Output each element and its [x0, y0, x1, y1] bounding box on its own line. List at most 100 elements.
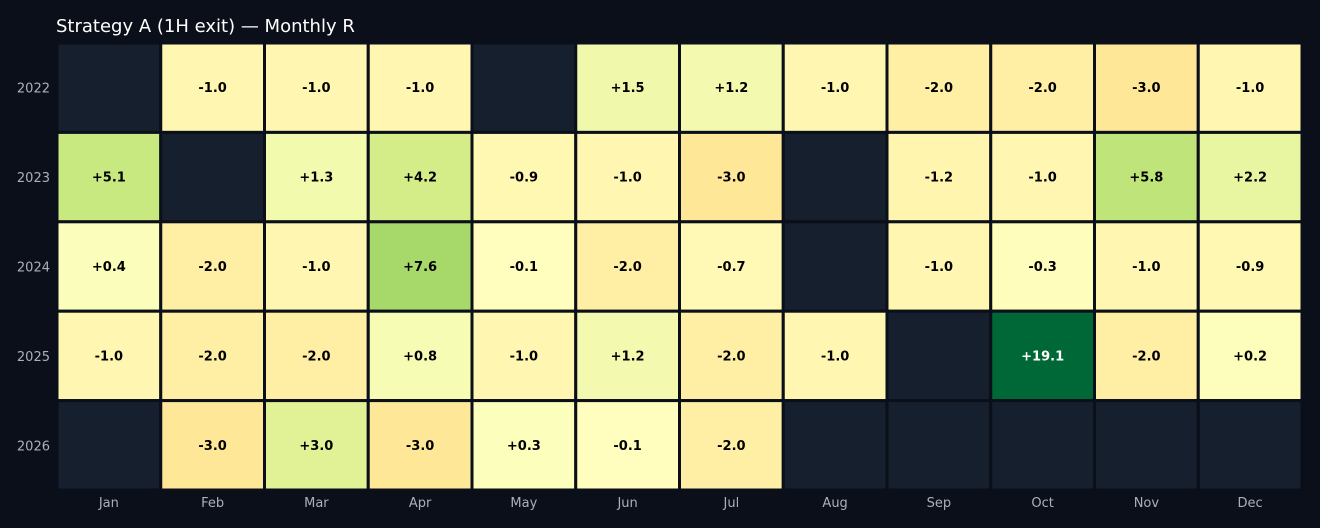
cell-value-label: +2.2 — [1233, 171, 1267, 186]
cell-value-label: +1.2 — [611, 349, 645, 364]
y-tick-label: 2023 — [17, 171, 50, 186]
heatmap-cell — [263, 220, 370, 313]
cell-value-label: -0.9 — [1236, 260, 1264, 275]
heatmap-cell-empty — [1196, 399, 1304, 492]
heatmap-cell — [159, 220, 266, 313]
cell-value-label: -2.0 — [198, 260, 226, 275]
cell-value-label: -1.0 — [821, 349, 849, 364]
cell-value-label: +19.1 — [1021, 349, 1064, 364]
cell-value-label: -2.0 — [1028, 81, 1056, 96]
x-tick-label: Feb — [201, 496, 224, 511]
cell-value-label: +5.1 — [92, 171, 126, 186]
x-tick-label: Dec — [1238, 496, 1263, 511]
x-tick-label: Apr — [409, 496, 432, 511]
heatmap-cell — [470, 309, 578, 403]
heatmap-cell — [781, 41, 889, 134]
cell-value-label: +3.0 — [299, 439, 333, 454]
heatmap-cell — [366, 399, 474, 492]
cell-value-label: -3.0 — [1132, 81, 1160, 96]
heatmap-cell-empty — [55, 399, 163, 492]
cell-value-label: +0.4 — [92, 260, 126, 275]
cell-value-label: -0.9 — [510, 171, 538, 186]
cell-value-label: -2.0 — [925, 81, 953, 96]
chart-title: Strategy A (1H exit) — Monthly R — [56, 16, 355, 37]
cell-value-label: +5.8 — [1129, 171, 1163, 186]
cell-value-label: -1.0 — [1028, 171, 1056, 186]
heatmap-cell — [263, 130, 370, 224]
x-tick-label: Oct — [1031, 496, 1053, 511]
heatmap-cells: -1.0 -1.0 -1.0 +1.5 +1.2 -1.0 -2.0 -2.0 -3.0 -1.0… — [55, 41, 1304, 492]
cell-value-label: +0.2 — [1233, 349, 1267, 364]
heatmap-cell — [678, 130, 785, 224]
heatmap-cell-empty — [885, 399, 993, 492]
heatmap-cell — [678, 399, 785, 492]
x-tick-label: Jan — [98, 496, 119, 511]
x-tick-label: Jun — [616, 496, 637, 511]
heatmap-cell — [470, 399, 578, 492]
heatmap-cell-empty — [1093, 399, 1200, 492]
cell-value-label: -1.2 — [925, 171, 953, 186]
x-tick-label: Aug — [822, 496, 847, 511]
cell-value-label: +1.2 — [714, 81, 748, 96]
heatmap-cell — [159, 41, 266, 134]
heatmap-cell-empty — [781, 220, 889, 313]
heatmap-cell-empty — [885, 309, 993, 403]
cell-value-label: +0.8 — [403, 349, 437, 364]
cell-value-label: -1.0 — [198, 81, 226, 96]
heatmap-cell — [1196, 309, 1304, 403]
x-tick-label: Nov — [1134, 496, 1160, 511]
cell-value-label: +1.3 — [299, 171, 333, 186]
heatmap-cell-empty — [55, 41, 163, 134]
cell-value-label: -0.3 — [1028, 260, 1056, 275]
cell-value-label: -1.0 — [406, 81, 434, 96]
heatmap-cell — [574, 399, 681, 492]
y-tick-label: 2022 — [17, 82, 50, 97]
heatmap-cell — [1196, 130, 1304, 224]
heatmap-cell-empty — [470, 41, 578, 134]
heatmap-cell — [989, 220, 1096, 313]
heatmap-cell-empty — [989, 399, 1096, 492]
cell-value-label: -1.0 — [510, 349, 538, 364]
cell-value-label: -3.0 — [717, 171, 745, 186]
cell-value-label: -2.0 — [198, 349, 226, 364]
heatmap-cell — [470, 130, 578, 224]
heatmap-cell — [678, 220, 785, 313]
y-tick-label: 2026 — [17, 439, 50, 454]
cell-value-label: -2.0 — [717, 349, 745, 364]
cell-value-label: -3.0 — [406, 439, 434, 454]
cell-value-label: -1.0 — [95, 349, 123, 364]
cell-value-label: -1.0 — [1132, 260, 1160, 275]
cell-value-label: -2.0 — [717, 439, 745, 454]
x-tick-label: May — [510, 496, 537, 511]
heatmap-cell — [1196, 220, 1304, 313]
y-axis-ticks: 2022 2023 2024 2025 2026 — [17, 82, 50, 455]
heatmap-cell — [989, 41, 1096, 134]
heatmap-cell-empty — [781, 130, 889, 224]
cell-value-label: -1.0 — [821, 81, 849, 96]
x-tick-label: Jul — [723, 496, 740, 511]
heatmap-cell — [55, 220, 163, 313]
cell-value-label: +1.5 — [611, 81, 645, 96]
x-axis-ticks: Jan Feb Mar Apr May Jun Jul Aug Sep Oct Nov Dec — [98, 496, 1263, 511]
cell-value-label: -3.0 — [198, 439, 226, 454]
y-tick-label: 2025 — [17, 350, 50, 365]
x-tick-label: Mar — [304, 496, 329, 511]
cell-value-label: +7.6 — [403, 260, 437, 275]
cell-value-label: +4.2 — [403, 171, 437, 186]
x-tick-label: Sep — [927, 496, 952, 511]
y-tick-label: 2024 — [17, 261, 50, 276]
cell-value-label: -2.0 — [613, 260, 641, 275]
cell-value-label: -0.7 — [717, 260, 745, 275]
heatmap-cell — [1093, 130, 1200, 224]
cell-value-label: -0.1 — [510, 260, 538, 275]
heatmap-cell — [1196, 41, 1304, 134]
cell-value-label: +0.3 — [507, 439, 541, 454]
cell-value-label: -1.0 — [925, 260, 953, 275]
heatmap-cell — [574, 309, 681, 403]
heatmap-cell — [885, 130, 993, 224]
heatmap-cell-empty — [159, 130, 266, 224]
cell-value-label: -1.0 — [302, 81, 330, 96]
cell-value-label: -2.0 — [1132, 349, 1160, 364]
cell-value-label: -0.1 — [613, 439, 641, 454]
